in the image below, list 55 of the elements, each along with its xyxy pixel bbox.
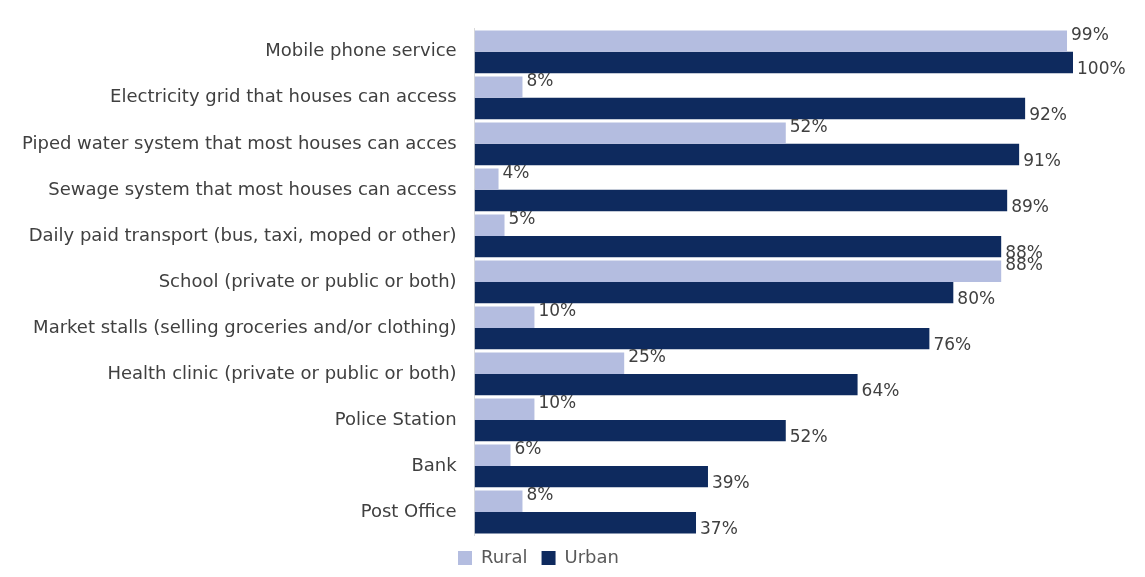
bar [474,398,535,420]
data-label: 37% [700,518,738,539]
bar [474,490,523,512]
data-label: 100% [1077,57,1126,78]
bar [474,122,786,144]
bar [474,51,1073,74]
y-tick-label: Electricity grid that houses can access [110,85,457,107]
data-label: 91% [1023,149,1061,170]
data-label: 10% [538,299,577,320]
bar [474,352,625,374]
legend-label: Urban [564,545,619,567]
data-label: 99% [1071,23,1109,44]
y-tick-label: Health clinic (private or public or both) [107,361,457,383]
y-tick-label: Market stalls (selling groceries and/or clothing) [33,315,457,337]
bar [474,76,523,98]
data-label: 92% [1029,103,1067,124]
y-tick-label: Post Office [360,499,457,521]
data-label: 64% [861,380,900,401]
bar [474,30,1068,52]
y-tick-label: School (private or public or both) [158,269,457,291]
bar [474,465,708,488]
data-label: 8% [526,483,554,504]
bar [474,327,930,350]
bar [474,419,786,442]
bar [474,189,1008,212]
bar [474,168,499,190]
data-label: 8% [526,69,554,90]
legend-label: Rural [481,545,528,567]
bar [474,235,1002,258]
y-tick-label: Daily paid transport (bus, taxi, moped or other) [28,223,457,245]
bar [474,511,697,534]
data-label: 76% [933,334,972,355]
data-label: 4% [502,161,530,182]
bar [474,444,511,466]
y-tick-label: Bank [411,453,458,475]
data-label: 25% [628,345,666,366]
bar [474,281,954,304]
data-label: 10% [538,391,577,412]
y-tick-label: Piped water system that most houses can acces [21,131,457,153]
bar [474,214,505,236]
data-label: 5% [508,207,536,228]
bar [474,373,858,396]
data-label: 6% [514,437,542,458]
bar [474,143,1020,166]
data-label: 89% [1011,195,1049,216]
bar [474,97,1026,120]
y-tick-label: Sewage system that most houses can access [48,177,457,199]
y-tick-label: Mobile phone service [265,39,457,61]
y-tick-label: Police Station [334,407,457,429]
data-label: 52% [789,426,828,447]
data-label: 80% [957,288,996,309]
bar [474,260,1002,282]
bar [474,306,535,328]
data-label: 52% [789,115,828,136]
data-label: 39% [711,472,750,493]
